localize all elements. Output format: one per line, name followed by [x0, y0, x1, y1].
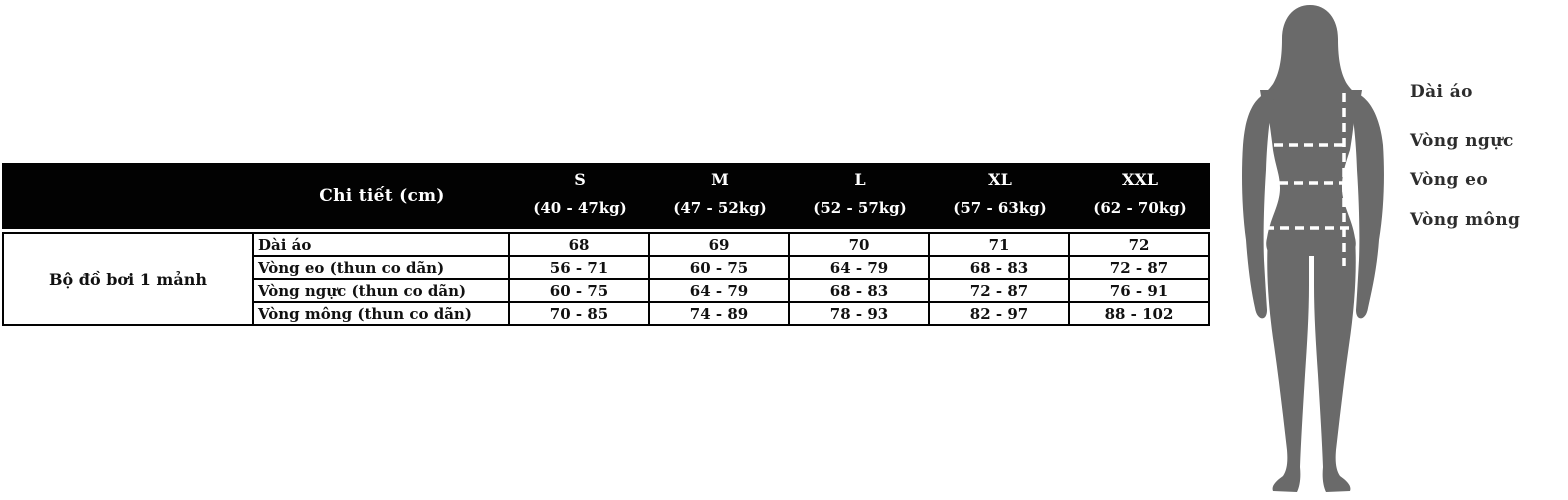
size-weight-range: (40 - 47kg) — [533, 199, 627, 217]
table-cell: 72 — [1070, 234, 1208, 255]
figure-label-shirt-length: Dài áo — [1410, 82, 1473, 102]
table-cell: 60 - 75 — [650, 257, 788, 278]
row-label-dai-ao: Dài áo — [254, 234, 508, 255]
table-header: Chi tiết (cm) S (40 - 47kg) M (47 - 52kg… — [2, 163, 1210, 229]
table-cell: 56 - 71 — [510, 257, 648, 278]
size-letter: L — [854, 170, 866, 189]
table-cell: 64 - 79 — [790, 257, 928, 278]
size-letter: XL — [988, 170, 1012, 189]
header-size-xxl: XXL (62 - 70kg) — [1070, 163, 1210, 229]
header-size-s: S (40 - 47kg) — [510, 163, 650, 229]
size-weight-range: (57 - 63kg) — [953, 199, 1047, 217]
size-letter: M — [711, 170, 729, 189]
table-cell: 74 - 89 — [650, 303, 788, 324]
table-cell: 69 — [650, 234, 788, 255]
table-cell: 68 - 83 — [790, 280, 928, 301]
table-cell: 82 - 97 — [930, 303, 1068, 324]
size-letter: XXL — [1121, 170, 1159, 189]
header-size-xl: XL (57 - 63kg) — [930, 163, 1070, 229]
header-spacer — [2, 163, 254, 229]
header-size-l: L (52 - 57kg) — [790, 163, 930, 229]
figure-label-waist: Vòng eo — [1410, 170, 1489, 190]
row-label-vong-mong: Vòng mông (thun co dãn) — [254, 303, 508, 324]
measurement-figure — [1238, 0, 1408, 497]
table-cell: 70 - 85 — [510, 303, 648, 324]
size-letter: S — [574, 170, 586, 189]
table-cell: 78 - 93 — [790, 303, 928, 324]
table-cell: 72 - 87 — [1070, 257, 1208, 278]
table-cell: 76 - 91 — [1070, 280, 1208, 301]
size-weight-range: (62 - 70kg) — [1093, 199, 1187, 217]
header-size-m: M (47 - 52kg) — [650, 163, 790, 229]
table-cell: 88 - 102 — [1070, 303, 1208, 324]
table-cell: 64 - 79 — [650, 280, 788, 301]
figure-label-bust: Vòng ngực — [1410, 131, 1514, 151]
woman-silhouette-icon — [1242, 5, 1384, 492]
size-weight-range: (52 - 57kg) — [813, 199, 907, 217]
header-detail: Chi tiết (cm) — [319, 186, 445, 206]
table-cell: 72 - 87 — [930, 280, 1068, 301]
table-cell: 68 - 83 — [930, 257, 1068, 278]
size-chart-table: Chi tiết (cm) S (40 - 47kg) M (47 - 52kg… — [2, 163, 1210, 326]
size-weight-range: (47 - 52kg) — [673, 199, 767, 217]
table-cell: 70 — [790, 234, 928, 255]
product-name-cell: Bộ đồ bơi 1 mảnh — [4, 234, 252, 324]
row-label-vong-nguc: Vòng ngực (thun co dãn) — [254, 280, 508, 301]
table-body: Bộ đồ bơi 1 mảnh Dài áo 68 69 70 71 72 V… — [2, 232, 1210, 326]
table-cell: 60 - 75 — [510, 280, 648, 301]
table-cell: 71 — [930, 234, 1068, 255]
table-cell: 68 — [510, 234, 648, 255]
row-label-vong-eo: Vòng eo (thun co dãn) — [254, 257, 508, 278]
figure-label-hip: Vòng mông — [1410, 210, 1521, 230]
